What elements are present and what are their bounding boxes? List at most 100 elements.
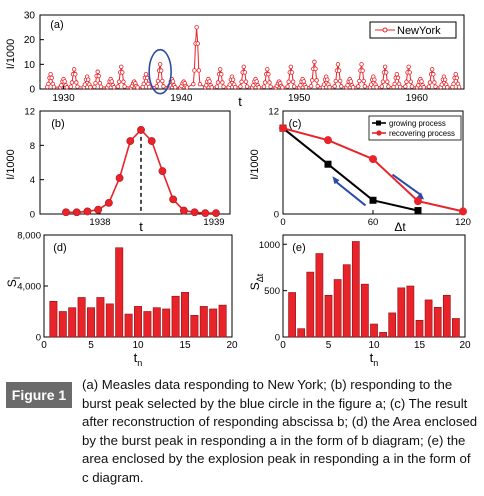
panel-b-point	[115, 174, 124, 182]
panel-a-point	[74, 80, 79, 85]
panel-a-point	[244, 84, 250, 89]
panel-a-point	[409, 84, 415, 89]
panel-a-point	[261, 84, 267, 89]
panel-d-xtick-label: 5	[88, 340, 94, 351]
panel-e-bar	[406, 285, 415, 338]
panel-a-point	[73, 72, 78, 77]
panel-a-blue-circle	[148, 48, 172, 95]
panel-a-point	[379, 84, 384, 89]
panel-a-point	[220, 80, 225, 85]
panel-a-point	[238, 84, 243, 89]
panel-d-ylabel: SI	[5, 277, 22, 288]
panel-a-point	[433, 84, 438, 89]
panel-b-point	[158, 167, 167, 175]
panel-d-bar	[87, 307, 95, 338]
panel-e-bar	[315, 253, 324, 338]
panel-a-point	[286, 79, 291, 84]
panel-a-point	[339, 84, 344, 89]
panel-d-bar	[143, 311, 152, 338]
panel-a-point	[308, 84, 314, 89]
panel-d-bar	[105, 303, 114, 338]
panel-a-point	[192, 68, 197, 73]
panel-a-ytick-label: 0	[29, 85, 35, 96]
panel-a-point	[336, 68, 342, 73]
panel-e-bar	[433, 307, 442, 338]
panel-d-ytick-label: 4,000	[17, 282, 41, 293]
panel-a-point	[382, 64, 388, 69]
panel-a-point	[360, 68, 365, 73]
panel-c-point-circle	[414, 197, 422, 206]
panel-a-point	[170, 79, 176, 84]
panel-b-ytick-label: 4	[30, 175, 35, 186]
panel-a-point	[267, 80, 272, 85]
panel-a-point	[426, 84, 432, 89]
panel-e-bar	[397, 287, 406, 338]
panel-c-ytick-label: 0	[274, 210, 279, 221]
panel-a-point	[98, 84, 104, 90]
panel-a-ylabel: I/1000	[5, 39, 17, 70]
panel-e-xtick-label: 20	[459, 340, 471, 351]
panel-b-point	[179, 206, 188, 215]
panel-e-bar	[342, 264, 351, 338]
panel-a-point	[155, 78, 161, 84]
panel-e-bar	[388, 312, 397, 338]
panel-a-point	[337, 78, 343, 84]
panel-c-point-square	[324, 160, 332, 168]
panel-a-legend-box	[369, 21, 457, 39]
panel-a-point	[93, 80, 98, 86]
panel-d-xtick-label: 0	[41, 340, 47, 351]
panel-a-point	[209, 85, 214, 90]
panel-a-point	[327, 84, 332, 90]
panel-d-bar	[58, 311, 67, 338]
panel-a-point	[335, 62, 341, 67]
panel-a-point	[314, 78, 319, 83]
panel-a-point	[207, 79, 212, 84]
panel-a-point	[372, 77, 377, 82]
panel-a-point	[154, 84, 160, 89]
panel-a-point	[135, 85, 140, 90]
panel-a-point	[262, 80, 268, 85]
panel-a-point	[403, 84, 408, 89]
panel-c-legend-marker-0	[376, 120, 381, 126]
panel-e-bar	[424, 299, 433, 338]
panel-a-point	[86, 77, 91, 82]
panel-d-bar	[162, 308, 171, 338]
panel-d-bar	[77, 297, 86, 338]
panel-a-point	[197, 81, 203, 87]
panel-a-point	[173, 85, 178, 90]
panel-a-point	[289, 70, 295, 75]
panel-e-label: (e)	[292, 242, 305, 254]
panel-a-point	[195, 41, 200, 46]
panel-b-ylabel: I/1000	[5, 149, 17, 180]
panel-a-point	[374, 84, 379, 90]
panel-a-point	[454, 75, 460, 81]
panel-a-point	[303, 85, 309, 90]
panel-a-point	[96, 73, 102, 79]
panel-a-point	[159, 68, 164, 73]
panel-d-xtick-label: 15	[179, 340, 191, 351]
panel-a-point	[312, 59, 317, 65]
panel-a-point	[122, 84, 127, 89]
panel-b-ytick-label: 0	[30, 210, 35, 221]
panel-d-xtick-label: 10	[132, 340, 144, 351]
panel-a-point	[359, 62, 364, 67]
panel-a-point	[430, 67, 435, 72]
panel-d-bar	[115, 247, 124, 338]
panel-a-point	[451, 81, 456, 87]
panel-c-point-circle	[459, 207, 467, 216]
panel-e-xlabel: tn	[370, 350, 379, 368]
panel-a-point	[432, 80, 437, 85]
panel-a-point	[408, 79, 414, 84]
panel-a-point	[116, 79, 122, 84]
panel-a-point	[59, 83, 64, 88]
panel-b-xlabel: t	[139, 219, 143, 234]
panel-a-ytick-label: 10	[24, 60, 36, 71]
panel-e-bar	[324, 294, 333, 338]
panel-a-point	[68, 84, 74, 89]
panel-a-point	[227, 82, 232, 87]
panel-a-point	[350, 85, 356, 90]
panel-a-point	[321, 82, 327, 87]
panel-a-point	[204, 83, 209, 88]
panel-a-point	[221, 84, 226, 89]
panel-c-xtick-label: 60	[368, 217, 379, 228]
